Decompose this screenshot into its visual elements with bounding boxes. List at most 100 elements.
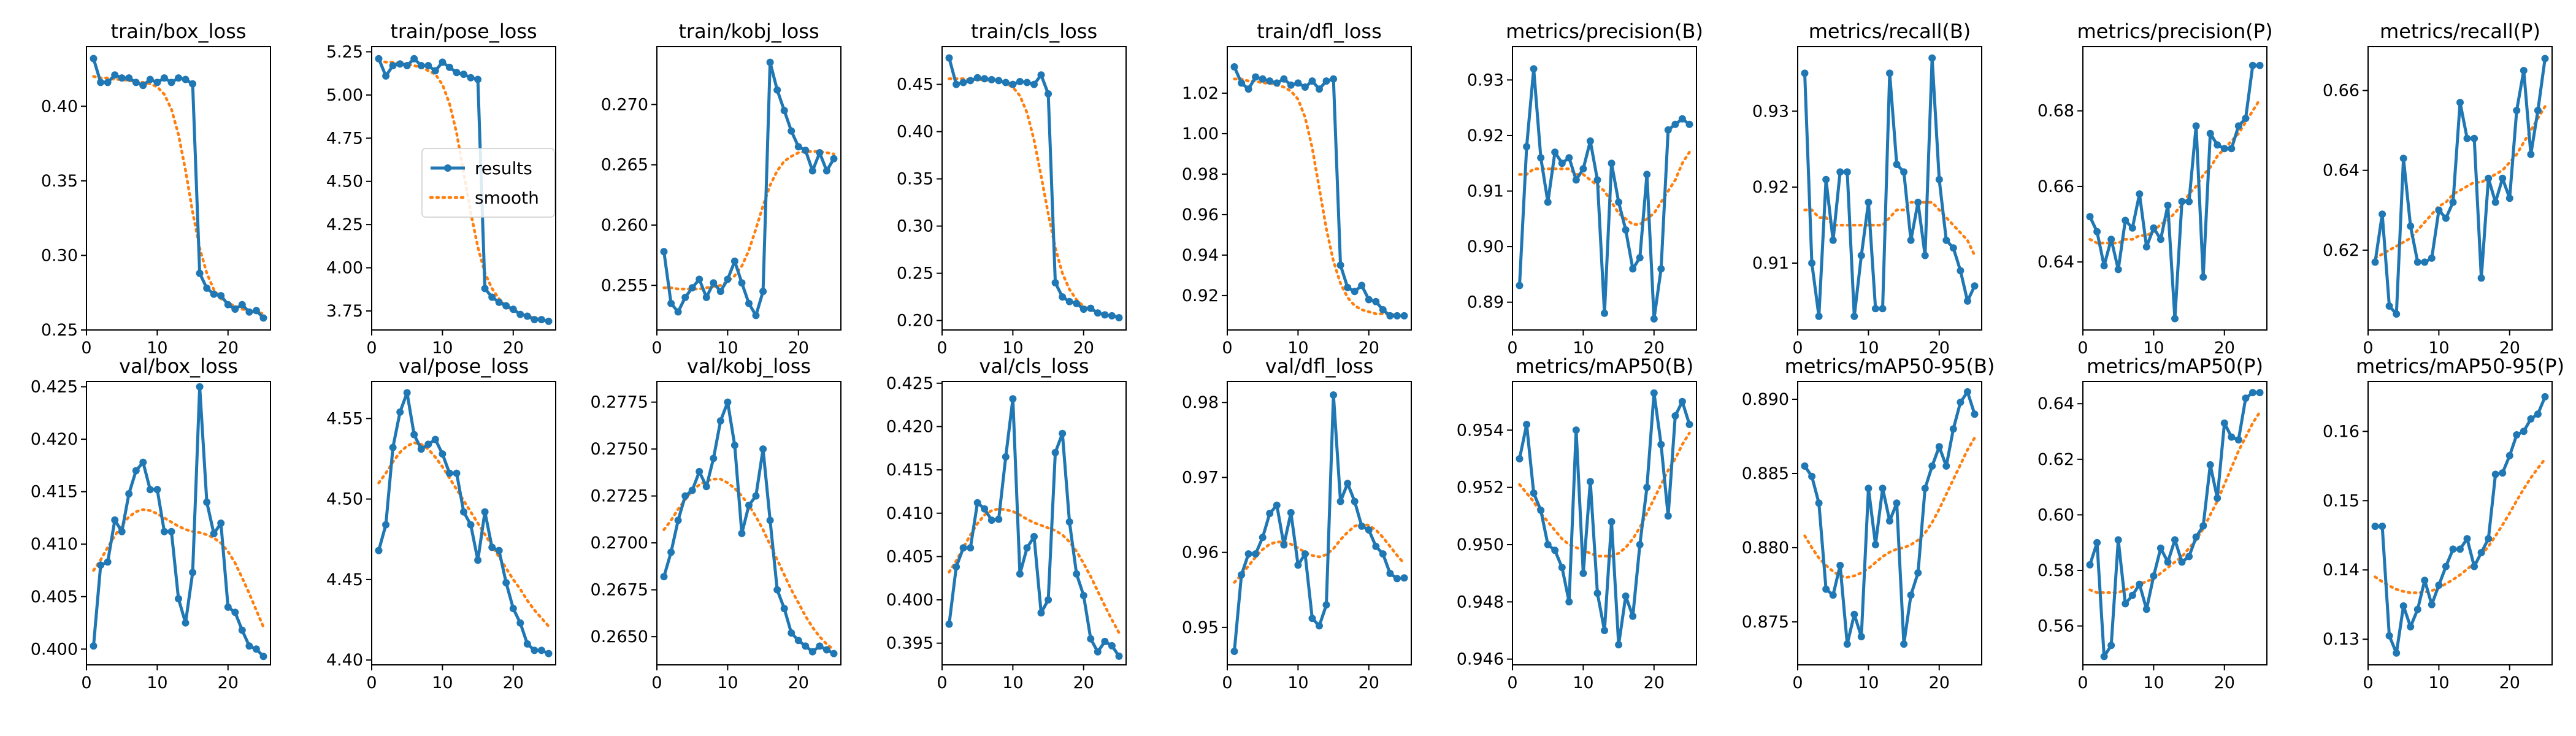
results-point xyxy=(495,298,503,306)
results-point xyxy=(1971,410,1979,418)
smooth-line xyxy=(1233,77,1406,318)
results-point xyxy=(2513,431,2521,439)
chart-title: train/dfl_loss xyxy=(1257,20,1382,43)
series-group xyxy=(660,58,838,320)
legend-smooth-label: smooth xyxy=(475,188,539,208)
y-tick-label: 0.20 xyxy=(897,312,933,331)
axes-frame xyxy=(2082,381,2267,665)
results-point xyxy=(2164,201,2172,209)
x-tick-label: 10 xyxy=(717,673,738,692)
results-point xyxy=(1579,165,1587,173)
results-point xyxy=(2505,194,2513,202)
results-point xyxy=(987,516,995,524)
results-point xyxy=(696,467,703,475)
results-point xyxy=(1963,388,1971,396)
results-point xyxy=(1523,143,1531,151)
results-point xyxy=(2485,174,2493,182)
series-group xyxy=(1516,65,1693,323)
y-tick-label: 0.95 xyxy=(1182,618,1219,637)
results-point xyxy=(1893,499,1901,507)
results-point xyxy=(2435,206,2443,214)
results-point xyxy=(1643,483,1651,491)
chart-panel-val-kobj-loss: val/kobj_loss 0 10 20 0.2650 0.2675 0.2700 0.27… xyxy=(591,355,841,692)
x-tick-label: 20 xyxy=(503,673,524,692)
results-point xyxy=(1115,314,1123,321)
results-point xyxy=(660,248,668,256)
y-tick-label: 4.40 xyxy=(326,651,363,670)
results-point xyxy=(396,408,404,416)
results-point xyxy=(1636,254,1644,262)
results-point xyxy=(1865,198,1873,206)
y-tick-label: 1.00 xyxy=(1182,125,1219,144)
y-tick-label: 0.405 xyxy=(31,588,78,607)
results-point xyxy=(1801,69,1809,77)
results-point xyxy=(1629,612,1637,620)
results-point xyxy=(1079,592,1087,599)
results-point xyxy=(1322,77,1330,85)
axes-frame xyxy=(371,46,556,331)
y-tick-label: 0.92 xyxy=(1182,286,1219,305)
results-point xyxy=(1009,80,1017,88)
y-tick-label: 0.410 xyxy=(31,535,78,554)
results-line xyxy=(1518,67,1691,321)
results-point xyxy=(389,62,397,69)
axes-frame xyxy=(86,46,271,331)
y-tick-label: 0.25 xyxy=(41,321,78,340)
results-point xyxy=(1365,526,1373,534)
results-point xyxy=(238,301,246,309)
results-point xyxy=(1601,627,1608,634)
results-point xyxy=(1808,259,1816,267)
results-point xyxy=(2541,55,2549,63)
results-point xyxy=(189,80,197,88)
results-point xyxy=(2256,389,2264,397)
results-point xyxy=(238,626,246,634)
results-point xyxy=(1551,546,1559,554)
results-point xyxy=(2505,451,2513,459)
results-point xyxy=(830,650,838,657)
results-point xyxy=(1843,640,1851,648)
series-group xyxy=(2371,55,2549,318)
results-point xyxy=(1330,391,1338,399)
results-point xyxy=(231,608,239,616)
results-point xyxy=(182,619,190,627)
smooth-line xyxy=(1803,436,1976,579)
y-tick-label: 0.2700 xyxy=(591,534,648,553)
x-tick-label: 10 xyxy=(1858,339,1879,358)
results-point xyxy=(1544,541,1552,548)
results-point xyxy=(1871,541,1879,549)
results-point xyxy=(132,79,140,86)
results-point xyxy=(1244,85,1252,93)
results-point xyxy=(745,501,753,509)
results-point xyxy=(1928,54,1936,62)
results-point xyxy=(382,521,390,529)
chart-title: metrics/mAP50-95(B) xyxy=(1785,355,1995,378)
results-point xyxy=(959,79,967,86)
x-tick-label: 0 xyxy=(366,673,377,692)
y-tick-label: 0.93 xyxy=(1467,71,1504,90)
results-point xyxy=(1857,251,1865,259)
results-point xyxy=(1273,501,1281,509)
results-point xyxy=(537,316,545,324)
results-point xyxy=(953,563,960,571)
results-point xyxy=(674,308,682,316)
results-point xyxy=(502,302,510,310)
results-point xyxy=(1259,534,1267,542)
x-tick-label: 20 xyxy=(788,339,809,358)
results-point xyxy=(1622,226,1630,234)
results-point xyxy=(1393,312,1401,320)
smooth-line xyxy=(948,507,1121,634)
chart-panel-metrics-recall-b: metrics/recall(B) 0 10 20 0.91 0.92 0.93 xyxy=(1752,20,1982,358)
results-point xyxy=(431,67,439,75)
smooth-line xyxy=(2088,410,2261,594)
legend-box xyxy=(421,148,555,218)
results-point xyxy=(1914,198,1922,206)
smooth-line xyxy=(1518,431,1691,558)
y-tick-label: 4.55 xyxy=(326,409,363,428)
y-tick-label: 4.75 xyxy=(326,129,363,148)
results-point xyxy=(516,619,524,627)
results-point xyxy=(2371,523,2379,531)
series-group xyxy=(90,383,267,661)
x-tick-label: 20 xyxy=(218,673,239,692)
chart-title: metrics/mAP50(B) xyxy=(1516,355,1694,378)
results-point xyxy=(1636,541,1644,548)
